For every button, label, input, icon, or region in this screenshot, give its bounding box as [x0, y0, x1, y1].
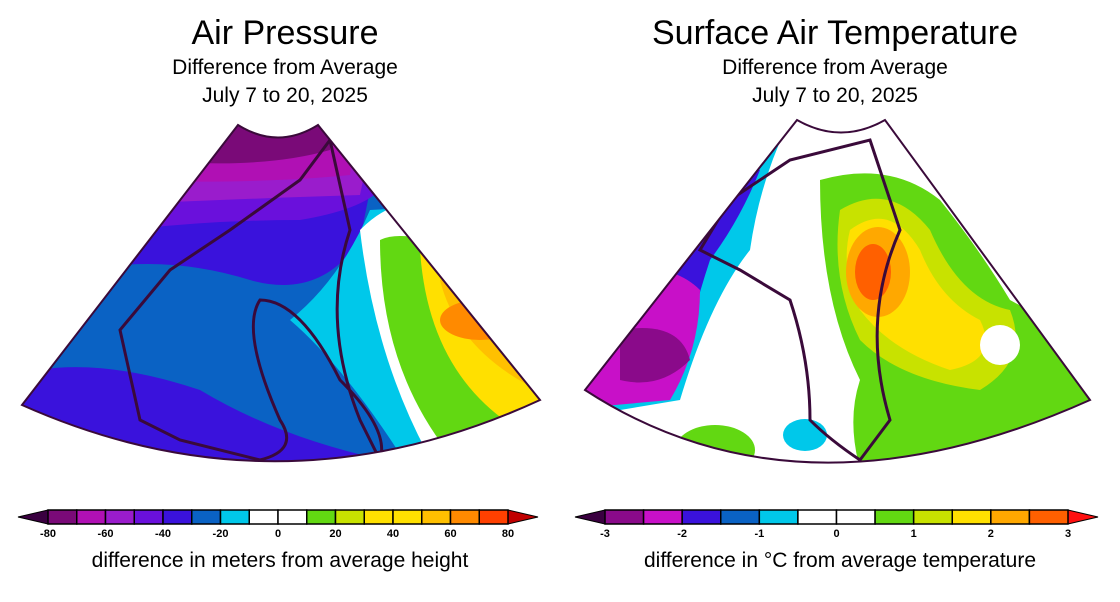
colorbar-swatch — [334, 509, 365, 525]
panel-subtitle: Difference from Average — [172, 56, 398, 79]
temperature-map — [583, 118, 1092, 464]
colorbar-swatch — [219, 509, 250, 525]
colorbar-label: difference in °C from average temperatur… — [643, 549, 1037, 572]
colorbar-tick-label: 0 — [833, 528, 839, 540]
colorbar-swatch — [421, 509, 452, 525]
colorbar-swatch — [277, 509, 308, 525]
colorbar-swatch — [363, 509, 394, 525]
colorbar-tick-label: -20 — [213, 528, 229, 540]
colorbar-tick-label: 60 — [444, 528, 456, 540]
colorbar-tick-label: 3 — [1065, 528, 1071, 540]
colorbar-tick-label: 1 — [911, 528, 917, 540]
air-pressure-panel: Air Pressure Difference from Average Jul… — [17, 14, 542, 572]
panel-period: July 7 to 20, 2025 — [202, 84, 368, 107]
colorbar-swatch — [191, 509, 222, 525]
air-pressure-colorbar: -80 -60 -40 -20 0 20 40 60 80 — [17, 509, 539, 540]
colorbar-tick-label: 80 — [502, 528, 514, 540]
panel-subtitle: Difference from Average — [722, 56, 948, 79]
colorbar-swatch — [104, 509, 135, 525]
colorbar-swatch — [1028, 509, 1069, 525]
colorbar-swatch — [797, 509, 838, 525]
colorbar-swatch — [874, 509, 915, 525]
panel-period: July 7 to 20, 2025 — [752, 84, 918, 107]
map-border — [20, 123, 542, 463]
colorbar-swatch — [306, 509, 337, 525]
field-negative-3 — [620, 328, 690, 383]
colorbar-under-arrow — [574, 509, 606, 525]
colorbar-swatch — [912, 509, 953, 525]
colorbar-swatch — [248, 509, 279, 525]
air-pressure-map — [20, 123, 542, 463]
colorbar-tick-label: 20 — [329, 528, 341, 540]
colorbar-swatch — [990, 509, 1031, 525]
colorbar-tick-label: 40 — [387, 528, 399, 540]
colorbar-over-arrow — [507, 509, 539, 525]
colorbar-tick-label: -1 — [754, 528, 764, 540]
field-negative-30 — [22, 367, 440, 462]
colorbar-swatch — [951, 509, 992, 525]
colorbar-over-arrow — [1067, 509, 1099, 525]
colorbar-swatch — [162, 509, 193, 525]
colorbar-tick-label: -2 — [677, 528, 687, 540]
colorbar-tick-label: -40 — [155, 528, 171, 540]
colorbar-swatch — [478, 509, 509, 525]
colorbar-swatch — [642, 509, 683, 525]
greenland-coastline — [118, 136, 384, 462]
colorbar-swatch — [835, 509, 876, 525]
colorbar-swatch — [133, 509, 164, 525]
map-border — [583, 118, 1092, 464]
colorbar-swatch — [681, 509, 722, 525]
colorbar-swatch — [449, 509, 480, 525]
colorbar-tick-label: 2 — [988, 528, 994, 540]
colorbar-swatch — [758, 509, 799, 525]
colorbar-swatch — [392, 509, 423, 525]
colorbar-under-arrow — [17, 509, 49, 525]
field-positive-60 — [440, 300, 520, 340]
colorbar-swatch — [604, 509, 645, 525]
colorbar-tick-label: -3 — [600, 528, 610, 540]
field-positive-0-5-south — [675, 425, 755, 463]
temperature-colorbar: -3 -2 -1 0 1 2 3 — [574, 509, 1099, 540]
colorbar-label: difference in meters from average height — [91, 549, 469, 572]
surface-air-temperature-panel: Surface Air Temperature Difference from … — [560, 0, 1120, 602]
colorbar-swatch — [47, 509, 78, 525]
field-zero-island — [980, 325, 1020, 365]
panel-title: Surface Air Temperature — [652, 14, 1018, 52]
colorbar-swatch — [76, 509, 107, 525]
colorbar-tick-label: 0 — [275, 528, 281, 540]
greenland-coastline — [697, 138, 902, 463]
field-negative-1-small — [783, 419, 827, 451]
colorbar-tick-label: -60 — [98, 528, 114, 540]
panel-title: Air Pressure — [191, 14, 379, 52]
colorbar-tick-label: -80 — [40, 528, 56, 540]
colorbar-swatch — [720, 509, 761, 525]
